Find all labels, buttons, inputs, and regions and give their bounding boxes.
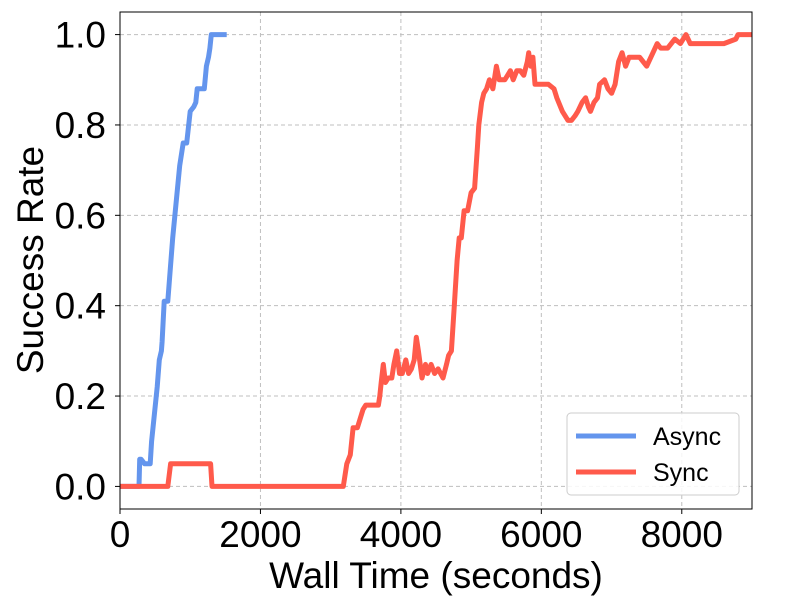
- x-tick-label: 0: [110, 514, 131, 555]
- y-tick-label: 0.4: [55, 286, 106, 327]
- x-tick-label: 4000: [360, 514, 442, 555]
- series-line-async: [120, 32, 227, 489]
- y-tick-label: 0.6: [55, 195, 106, 236]
- x-ticks: 0 2000 4000 6000 8000: [110, 509, 723, 555]
- x-axis-label: Wall Time (seconds): [269, 555, 603, 596]
- legend-label-async: Async: [653, 423, 721, 451]
- legend-label-sync: Sync: [653, 459, 709, 487]
- y-tick-label: 1.0: [55, 15, 106, 56]
- y-ticks: 0.0 0.2 0.4 0.6 0.8 1.0: [55, 15, 120, 507]
- x-tick-label: 2000: [219, 514, 301, 555]
- x-tick-label: 6000: [500, 514, 582, 555]
- y-tick-label: 0.8: [55, 105, 106, 146]
- y-tick-label: 0.2: [55, 376, 106, 417]
- legend: Async Sync: [566, 412, 740, 496]
- y-tick-label: 0.0: [55, 466, 106, 507]
- y-axis-label: Success Rate: [10, 146, 51, 374]
- x-tick-label: 8000: [641, 514, 723, 555]
- series-lines: [120, 32, 752, 489]
- plot-frame: [119, 11, 753, 510]
- series-line-sync: [120, 32, 752, 489]
